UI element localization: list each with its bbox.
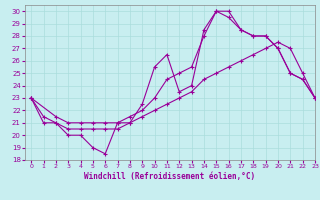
X-axis label: Windchill (Refroidissement éolien,°C): Windchill (Refroidissement éolien,°C) (84, 172, 256, 181)
